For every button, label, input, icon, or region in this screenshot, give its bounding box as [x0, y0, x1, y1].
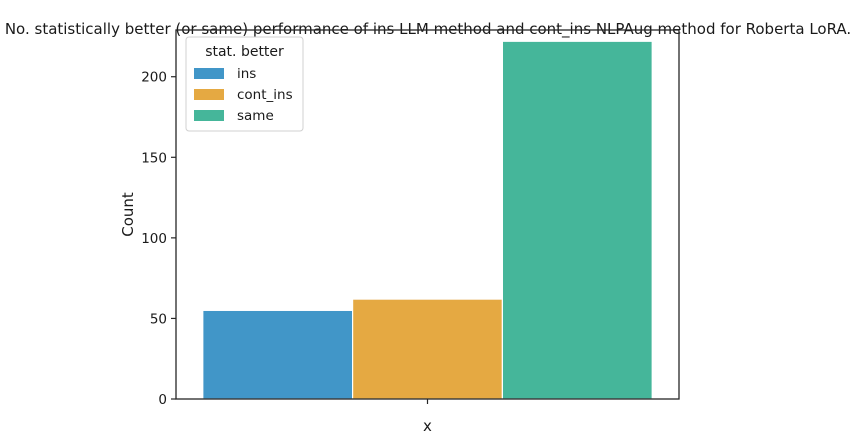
y-tick-label: 150 — [141, 150, 167, 166]
legend-label-cont-ins: cont_ins — [237, 87, 293, 103]
bar-same — [501, 40, 653, 400]
legend-label-ins: ins — [237, 66, 256, 82]
legend-title: stat. better — [205, 44, 284, 60]
plot-frame — [175, 29, 680, 400]
bars-group — [202, 40, 653, 400]
y-axis-ticks: 0 50 100 150 200 — [141, 70, 176, 408]
legend-label-same: same — [237, 108, 274, 124]
x-axis-ticks: x — [423, 399, 432, 435]
x-axis-label: x — [423, 417, 432, 435]
y-tick-label: 0 — [158, 392, 167, 408]
bar-ins — [202, 309, 354, 400]
legend-box — [185, 36, 304, 132]
bar-cont-ins — [351, 298, 504, 400]
y-tick-label: 100 — [141, 231, 167, 247]
legend-swatch-ins — [194, 68, 224, 79]
y-tick-label: 200 — [141, 70, 167, 86]
legend-swatch-cont-ins — [194, 89, 224, 100]
y-axis-label: Count — [119, 192, 137, 237]
legend-swatch-same — [194, 110, 224, 121]
y-tick-label: 50 — [150, 311, 167, 327]
